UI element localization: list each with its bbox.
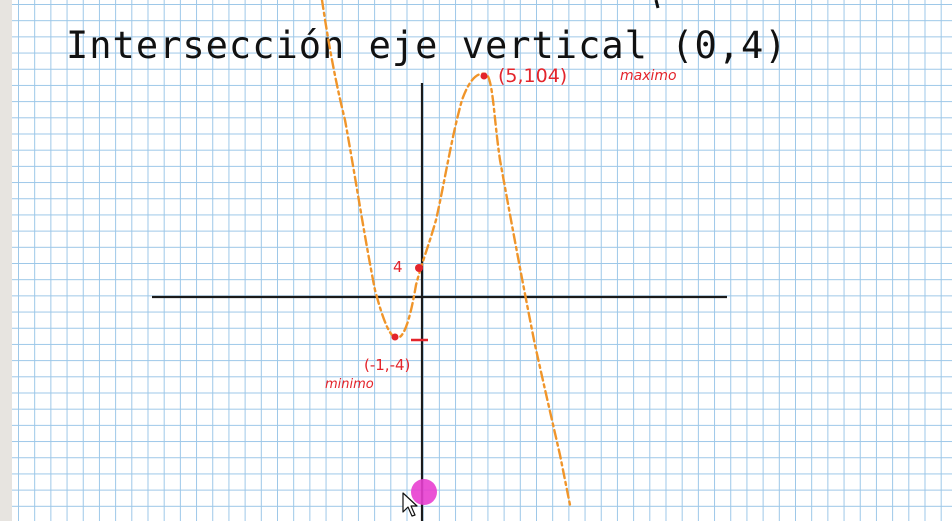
- minimum-word: minimo: [325, 377, 374, 392]
- maximum-point-label: (5,104): [498, 65, 567, 87]
- title-text: Intersección eje vertical (0,4): [66, 24, 788, 67]
- cursor-highlight: [411, 479, 437, 505]
- arrow-pointer-icon: [402, 492, 418, 517]
- minimum-point-label: (-1,-4): [364, 356, 410, 374]
- y-intercept-point: [415, 264, 423, 272]
- y-intercept-label: 4: [393, 258, 403, 276]
- function-curve: [320, 0, 572, 507]
- maximum-point: [480, 72, 488, 80]
- maximum-word: maximo: [620, 68, 677, 84]
- graph-paper[interactable]: [12, 0, 952, 521]
- window-left-edge: [0, 0, 12, 521]
- minimum-point: [391, 333, 399, 341]
- stray-ink-mark: [654, 0, 660, 9]
